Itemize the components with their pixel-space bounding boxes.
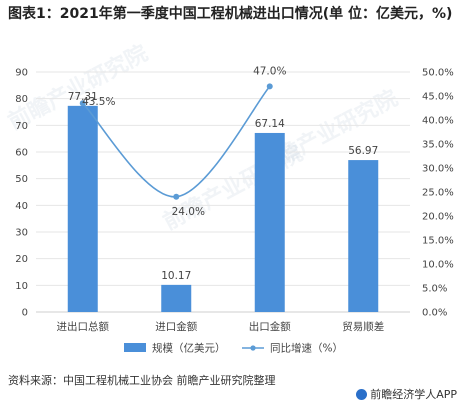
legend-line-label: 同比增速（%） (270, 342, 343, 355)
bar (161, 284, 192, 312)
app-credit: 前瞻经济学人APP (356, 386, 457, 402)
line-data-label: 43.5% (82, 96, 115, 108)
app-credit-text: 前瞻经济学人APP (370, 388, 457, 401)
line-point (266, 83, 273, 90)
y-right-tick-label: 5.0% (422, 284, 447, 295)
y-right-tick-label: 15.0% (422, 236, 454, 247)
chart-title: 图表1：2021年第一季度中国工程机械进出口情况(单 位：亿美元，%) (8, 6, 453, 22)
x-tick-label: 进口金额 (155, 320, 197, 333)
y-left-tick-label: 50 (15, 174, 28, 185)
y-right-tick-label: 30.0% (422, 164, 454, 175)
y-left-tick-label: 90 (15, 68, 28, 79)
bar (67, 105, 98, 312)
line-data-label: 24.0% (172, 206, 205, 218)
y-right-tick-label: 45.0% (422, 92, 454, 103)
y-right-tick-label: 25.0% (422, 188, 454, 199)
y-left-tick-label: 30 (15, 228, 28, 239)
y-right-tick-label: 10.0% (422, 260, 454, 271)
line-data-label: 47.0% (253, 65, 286, 77)
y-right-tick-label: 0.0% (422, 308, 447, 319)
y-left-tick-label: 10 (15, 281, 28, 292)
x-tick-label: 出口金额 (249, 320, 291, 333)
bar (254, 132, 285, 312)
bar (348, 160, 379, 312)
legend-bar-label: 规模（亿美元） (152, 342, 226, 355)
bar-data-label: 77.31 (68, 91, 98, 103)
line-point (173, 193, 180, 200)
y-left-tick-label: 60 (15, 148, 28, 159)
y-left-tick-label: 40 (15, 201, 28, 212)
y-right-tick-label: 50.0% (422, 68, 454, 79)
line-point (79, 100, 86, 107)
bar-data-label: 10.17 (161, 270, 191, 282)
x-tick-label: 贸易顺差 (342, 320, 384, 333)
y-right-tick-label: 40.0% (422, 116, 454, 127)
y-left-tick-label: 80 (15, 94, 28, 105)
y-right-tick-label: 20.0% (422, 212, 454, 223)
bar-data-label: 67.14 (255, 118, 285, 130)
legend-line-marker (250, 345, 256, 351)
source-note: 资料来源：中国工程机械工业协会 前瞻产业研究院整理 (8, 374, 276, 387)
x-tick-label: 进出口总额 (57, 320, 110, 333)
y-left-tick-label: 0 (22, 308, 28, 319)
y-right-tick-label: 35.0% (422, 140, 454, 151)
y-left-tick-label: 70 (15, 121, 28, 132)
y-left-tick-label: 20 (15, 254, 28, 265)
app-logo-icon (356, 388, 368, 400)
bar-data-label: 56.97 (348, 145, 378, 157)
legend-bar-swatch (124, 343, 146, 352)
